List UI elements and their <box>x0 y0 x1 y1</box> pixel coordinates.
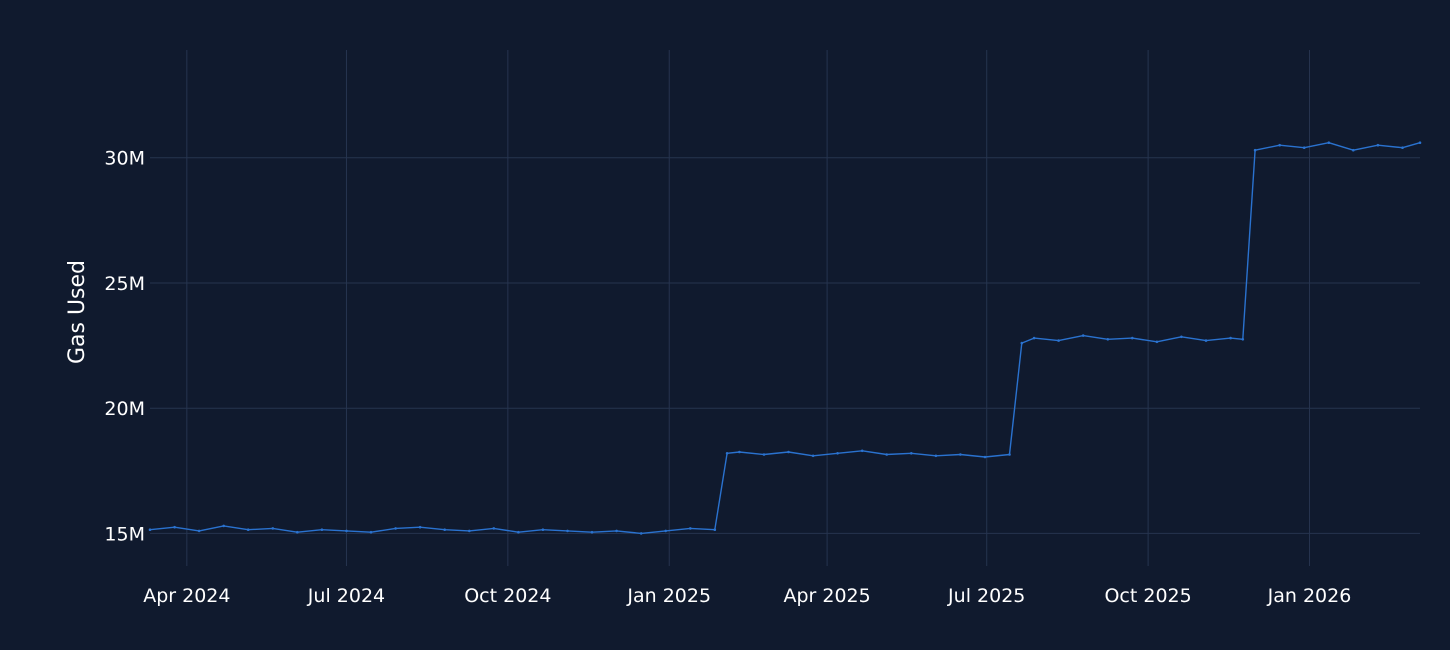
x-tick-label: Jan 2025 <box>626 585 711 607</box>
data-point <box>197 529 201 533</box>
data-point <box>1020 341 1024 345</box>
data-point <box>738 450 741 454</box>
data-point <box>517 530 520 534</box>
x-axis-ticks: Apr 2024 Jul 2024 Oct 2024 Jan 2025 Apr 2025… <box>143 585 1351 607</box>
data-point <box>1278 143 1281 147</box>
data-point <box>934 454 938 458</box>
data-point <box>590 530 594 534</box>
data-point <box>394 527 397 530</box>
data-point <box>1327 141 1331 144</box>
data-point <box>689 527 692 530</box>
x-tick-label: Apr 2024 <box>143 585 230 607</box>
data-point <box>836 452 839 455</box>
x-tick-label: Oct 2024 <box>464 585 551 607</box>
data-point <box>320 528 324 531</box>
data-point <box>713 528 717 531</box>
data-point <box>1253 148 1257 152</box>
data-point <box>1418 141 1422 144</box>
data-point <box>173 525 176 529</box>
x-tick-label: Oct 2025 <box>1104 585 1191 607</box>
y-axis-title: Gas Used <box>65 260 90 364</box>
data-point <box>725 452 729 455</box>
data-point <box>443 528 447 531</box>
data-point <box>148 528 152 531</box>
data-point <box>983 455 987 459</box>
y-axis-ticks: 15M 20M 25M 30M <box>104 148 145 546</box>
data-point <box>885 453 888 456</box>
data-point <box>959 453 962 456</box>
data-point <box>345 529 348 533</box>
data-point <box>492 527 496 530</box>
x-tick-label: Jan 2026 <box>1267 585 1352 607</box>
data-point <box>271 527 275 530</box>
data-point <box>222 524 225 528</box>
data-point <box>468 529 471 533</box>
data-point <box>1032 336 1036 340</box>
x-tick-label: Jul 2024 <box>307 585 385 607</box>
data-point <box>860 449 864 453</box>
data-point <box>1180 335 1183 339</box>
data-point <box>418 525 422 529</box>
data-point <box>615 529 618 533</box>
grid <box>150 50 1420 566</box>
data-point <box>1106 338 1110 341</box>
data-point <box>541 528 545 531</box>
x-tick-label: Apr 2025 <box>783 585 870 607</box>
y-tick-label: 20M <box>104 398 145 420</box>
data-point <box>246 528 250 531</box>
data-point <box>1376 143 1380 147</box>
series-line <box>149 142 1421 535</box>
y-tick-label: 25M <box>104 273 145 295</box>
y-tick-label: 30M <box>104 148 145 170</box>
data-point <box>1302 146 1306 149</box>
data-point <box>639 532 643 535</box>
series-area <box>148 141 1422 535</box>
data-point <box>811 454 815 458</box>
data-point <box>1131 336 1134 340</box>
data-point <box>1401 146 1404 149</box>
data-point <box>1229 336 1232 340</box>
data-point <box>296 530 299 534</box>
y-tick-label: 15M <box>104 523 145 545</box>
data-point <box>1352 148 1355 152</box>
data-point <box>910 452 913 455</box>
data-point <box>762 453 766 456</box>
data-point <box>1057 339 1060 342</box>
data-point <box>566 529 569 533</box>
data-point <box>664 529 667 533</box>
x-tick-label: Jul 2025 <box>947 585 1025 607</box>
data-point <box>1241 338 1245 341</box>
data-point <box>787 450 790 454</box>
data-point <box>1008 453 1011 456</box>
data-point <box>1204 339 1208 342</box>
data-point <box>1155 340 1159 344</box>
data-point <box>369 530 373 534</box>
data-point <box>1081 334 1085 337</box>
